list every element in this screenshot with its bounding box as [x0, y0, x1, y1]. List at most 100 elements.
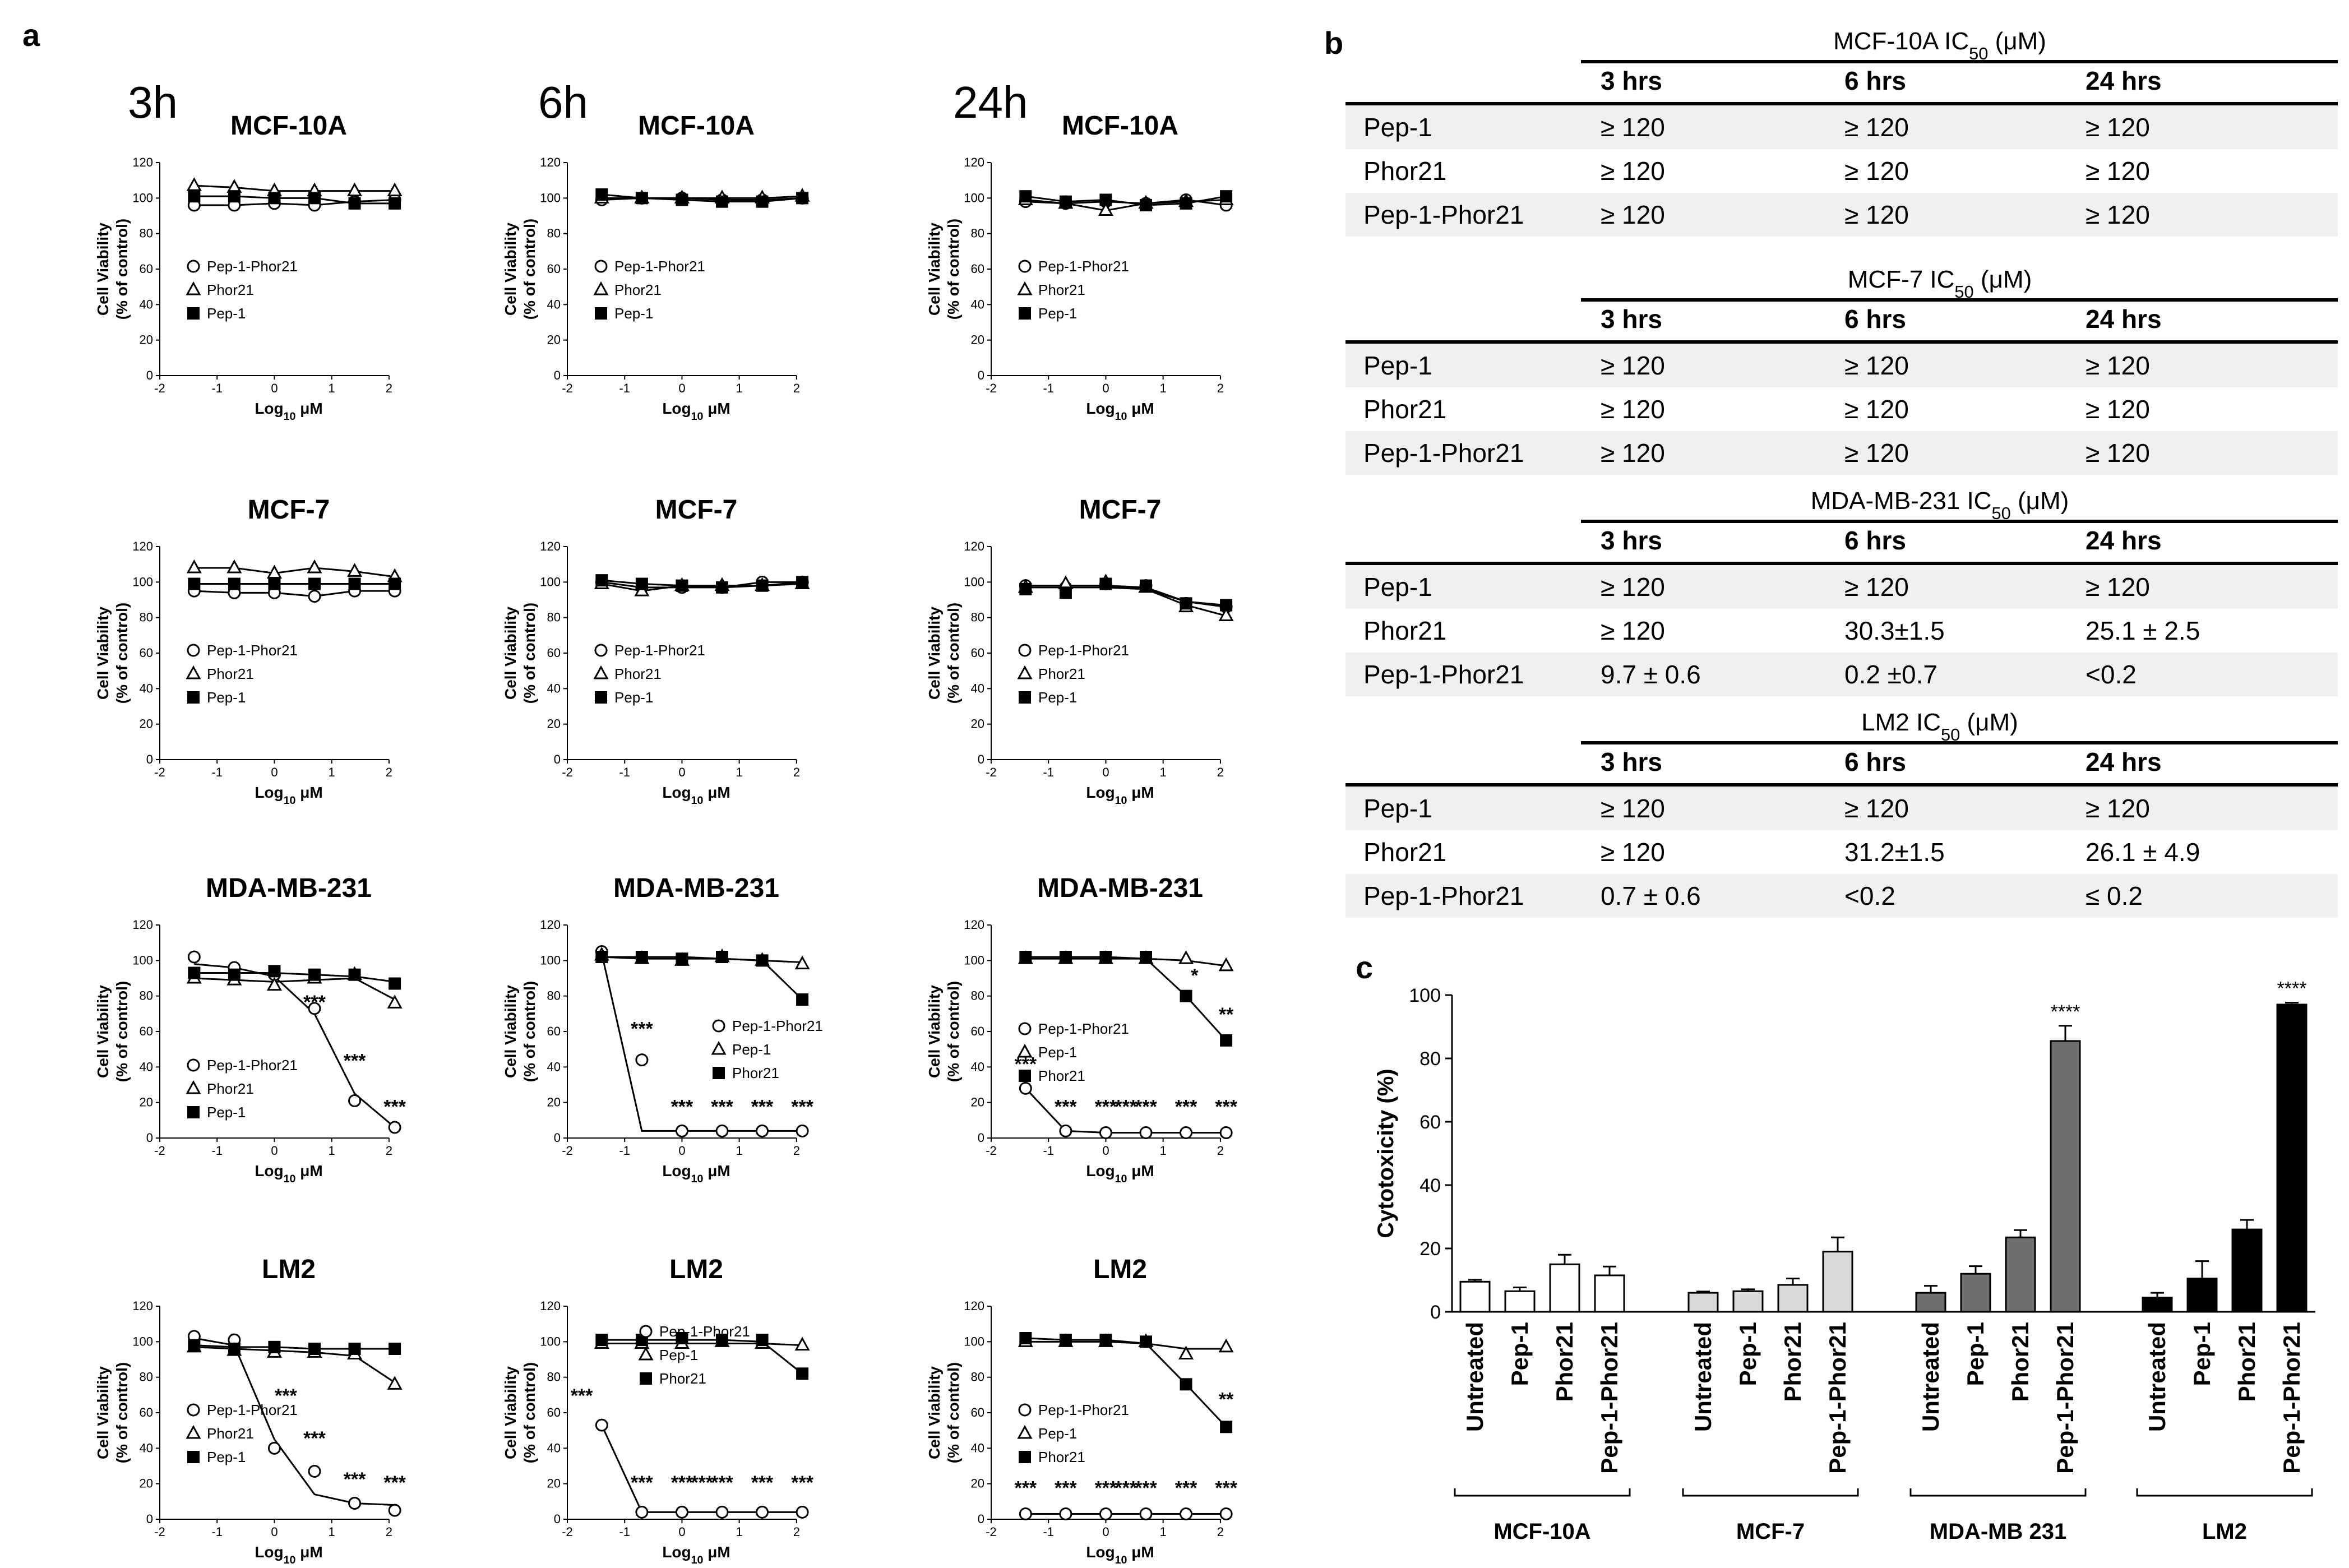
y-axis-label-line1: Cell Viability — [502, 607, 519, 700]
data-point-square — [228, 1343, 241, 1355]
data-point-square — [1059, 586, 1072, 599]
cytotoxicity-bar — [2050, 1040, 2081, 1313]
cytotoxicity-bar — [1549, 1263, 1580, 1313]
table-row-band — [1345, 787, 2338, 830]
cytotoxicity-bar — [2005, 1236, 2036, 1313]
y-tick-label: 60 — [971, 1405, 984, 1419]
table-title-sub: 50 — [1954, 282, 1973, 302]
chart-title: MCF-10A — [1062, 111, 1178, 141]
table-cell: 30.3±1.5 — [1844, 616, 1945, 645]
x-tick-label: 2 — [793, 765, 800, 779]
y-axis-label: Cell Viability (% of control) — [502, 981, 538, 1082]
y-tick-label: 0 — [978, 1512, 984, 1526]
fit-curve — [1025, 585, 1227, 617]
y-axis-label-line2: (% of control) — [521, 219, 538, 320]
table-row-band — [1345, 653, 2338, 696]
legend-symbol-square — [713, 1067, 725, 1079]
fit-curve — [1025, 956, 1227, 1041]
bar-category-label-text: Phor21 — [2007, 1322, 2033, 1402]
legend-symbol-circle — [639, 1325, 653, 1338]
data-point-square — [1180, 197, 1192, 210]
bar-category-label: Pep-1 — [1506, 1322, 1533, 1386]
table-column-header: 24 hrs — [2086, 304, 2162, 334]
data-point-square — [228, 577, 241, 590]
significance-marker: *** — [1055, 1097, 1077, 1118]
table-column-header: 24 hrs — [2086, 526, 2162, 555]
significance-marker: ** — [1219, 1389, 1234, 1410]
bar-category-label-text: Pep-1 — [2189, 1322, 2215, 1386]
data-point-circle — [796, 1124, 809, 1137]
y-axis-label-line1: Cell Viability — [926, 607, 943, 700]
data-point-circle — [1059, 1124, 1072, 1137]
data-point-square — [1180, 989, 1192, 1002]
y-tick-label: 120 — [540, 539, 561, 553]
x-tick-label: -2 — [154, 1525, 165, 1539]
table-title-unit: (μM) — [1960, 709, 2018, 736]
x-axis-label: Log10 μM — [662, 784, 730, 807]
fit-curve — [1025, 1340, 1227, 1350]
significance-marker: *** — [671, 1472, 693, 1493]
y-tick-label: 120 — [540, 918, 561, 932]
significance-marker: *** — [1175, 1097, 1197, 1118]
y-tick-label: 40 — [547, 1060, 561, 1074]
legend-symbol-circle — [187, 1403, 200, 1417]
table-cell: ≥ 120 — [1601, 794, 1665, 823]
chart-title: LM2 — [669, 1255, 723, 1284]
legend-label: Pep-1-Phor21 — [1038, 642, 1129, 659]
fit-curve — [194, 977, 395, 1001]
bar-category-label-text: Phor21 — [1551, 1322, 1578, 1402]
y-axis-label: Cell Viability (% of control) — [926, 981, 962, 1082]
legend-label: Pep-1 — [1038, 305, 1077, 322]
fit-curve — [194, 184, 395, 192]
ic50-table: LM2 IC50 (μM) 3 hrs 6 hrs 24 hrs Pep-1 ≥ 120 ≥… — [1345, 709, 2338, 918]
x-axis-label-main: Log — [255, 400, 283, 417]
table-row-label: Pep-1 — [1363, 113, 1432, 142]
x-axis-label: Log10 μM — [1086, 1162, 1154, 1185]
significance-marker: ** — [1219, 1004, 1234, 1025]
legend-symbol-circle — [594, 260, 608, 273]
table-row-band — [1345, 565, 2338, 609]
table-cell: ≥ 120 — [2086, 200, 2150, 229]
cytotoxicity-bar — [2276, 1003, 2308, 1313]
y-tick-label: 100 — [132, 953, 153, 967]
y-tick-label: 40 — [547, 297, 561, 311]
data-point-square — [796, 192, 809, 205]
x-tick-label: 1 — [1160, 381, 1167, 395]
y-tick-label: 120 — [132, 539, 153, 553]
table-row-band — [1345, 193, 2338, 237]
legend-symbol-triangle — [1017, 1424, 1033, 1439]
data-point-circle — [308, 1465, 321, 1478]
x-axis-label-main: Log — [1086, 1543, 1115, 1561]
data-point-triangle — [1218, 1338, 1234, 1353]
data-point-square — [1059, 195, 1072, 208]
bar-group-label: MDA-MB 231 — [1930, 1519, 2066, 1544]
legend-symbol-circle — [187, 644, 200, 657]
y-axis-label-line2: (% of control) — [113, 603, 131, 704]
legend-symbol-triangle — [1017, 665, 1033, 679]
ic50-table: MCF-10A IC50 (μM) 3 hrs 6 hrs 24 hrs Pep-1 ≥ … — [1345, 27, 2338, 237]
y-axis-label: Cell Viability (% of control) — [502, 219, 538, 320]
y-axis-label-line1: Cell Viability — [926, 223, 943, 316]
y-axis-label-line1: Cell Viability — [502, 1366, 519, 1459]
x-axis-label-unit: μM — [1127, 1543, 1154, 1561]
legend-symbol-square — [1019, 1070, 1031, 1082]
significance-marker: *** — [383, 1472, 406, 1493]
x-tick-label: 1 — [736, 381, 743, 395]
legend-symbol-square — [187, 1106, 200, 1118]
bar-category-label-text: Phor21 — [1779, 1322, 1806, 1402]
legend-symbol-triangle — [186, 1080, 201, 1094]
data-point-square — [348, 197, 361, 210]
x-tick-label: -1 — [1043, 1144, 1054, 1158]
panel-label-c: c — [1356, 950, 1373, 985]
bar-category-label-text: Pep-1 — [1506, 1322, 1533, 1386]
table-column-header: 6 hrs — [1844, 747, 1906, 776]
data-point-triangle — [307, 559, 322, 573]
y-tick-label: 20 — [140, 717, 153, 731]
legend-symbol-circle — [1018, 260, 1032, 273]
y-tick-label: 20 — [971, 1477, 984, 1491]
y-tick-label: 120 — [964, 155, 984, 169]
bar-category-label: Phor21 — [1779, 1322, 1806, 1402]
x-tick-label: 0 — [271, 1525, 278, 1539]
fit-curve — [1025, 1337, 1227, 1428]
significance-marker: *** — [711, 1472, 733, 1493]
